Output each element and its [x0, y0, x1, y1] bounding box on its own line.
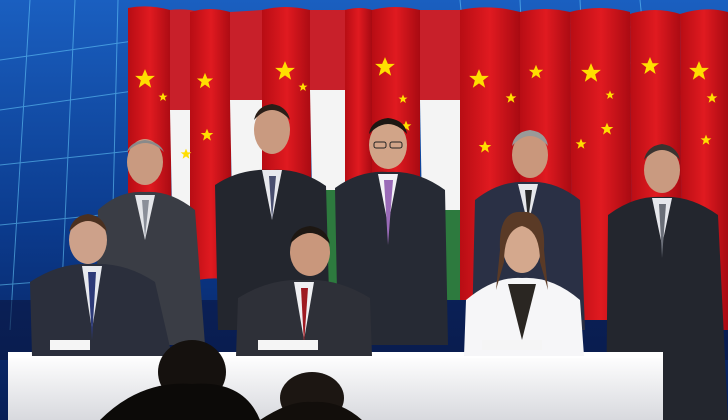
seated-person — [464, 211, 584, 356]
seated-person — [30, 214, 172, 356]
seated-person — [236, 226, 372, 356]
audience-head — [100, 340, 260, 420]
audience-head — [260, 372, 362, 420]
